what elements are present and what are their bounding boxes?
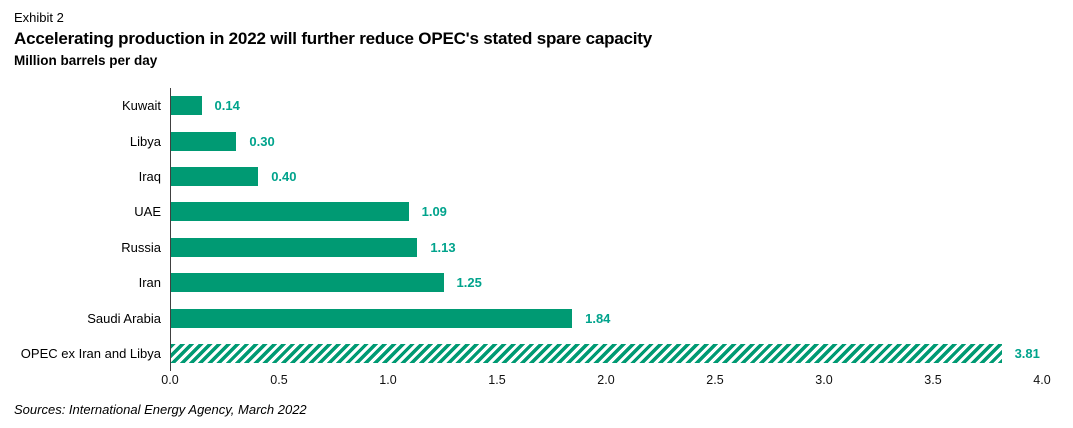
value-label: 1.09 <box>421 204 447 220</box>
bar-row: OPEC ex Iran and Libya 3.81 <box>21 336 1043 371</box>
chart-title: Accelerating production in 2022 will fur… <box>14 29 653 48</box>
bar-hatched <box>171 343 1002 363</box>
category-label: Saudi Arabia <box>87 310 161 326</box>
category-label: Kuwait <box>121 98 161 114</box>
x-tick-label: 1.5 <box>488 373 506 387</box>
chart-units-label: Million barrels per day <box>14 53 158 68</box>
bar <box>171 131 237 151</box>
bar-row: Iran 1.25 <box>139 265 1043 300</box>
value-label: 3.81 <box>1014 345 1040 361</box>
exhibit-number: Exhibit 2 <box>14 10 64 25</box>
category-label: OPEC ex Iran and Libya <box>20 345 161 361</box>
x-tick-label: 2.5 <box>706 373 724 387</box>
category-label: UAE <box>134 204 161 220</box>
x-tick-label: 3.0 <box>815 373 833 387</box>
source-note: Sources: International Energy Agency, Ma… <box>14 402 307 417</box>
bar <box>171 166 259 186</box>
bar-row: Kuwait 0.14 <box>122 88 1043 123</box>
value-label: 1.13 <box>430 239 456 255</box>
value-label: 1.84 <box>585 310 611 326</box>
x-tick-label: 2.0 <box>597 373 615 387</box>
bar-row: UAE 1.09 <box>134 194 1043 229</box>
category-label: Iran <box>138 275 161 291</box>
value-label: 0.40 <box>271 168 297 184</box>
x-tick-label: 4.0 <box>1033 373 1051 387</box>
bar <box>171 237 418 257</box>
value-label: 0.30 <box>249 133 275 149</box>
bar-row: Russia 1.13 <box>121 230 1043 265</box>
bar-row: Iraq 0.40 <box>139 159 1043 194</box>
category-label: Iraq <box>138 168 161 184</box>
bar <box>171 273 444 293</box>
bar <box>171 96 202 116</box>
category-label: Libya <box>129 133 161 149</box>
plot-area: Kuwait 0.14 Libya 0.30 Iraq 0.40 UAE 1.09 Russia… <box>21 88 1043 372</box>
value-label: 1.25 <box>456 275 482 291</box>
bar <box>171 202 409 222</box>
x-tick-label: 0.5 <box>270 373 288 387</box>
bar-row: Libya 0.30 <box>130 123 1043 158</box>
x-tick-label: 0.0 <box>161 373 179 387</box>
category-label: Russia <box>121 239 161 255</box>
x-axis: 0.0 0.5 1.0 1.5 2.0 2.5 3.0 3.5 4.0 <box>161 373 1050 389</box>
bar <box>171 308 573 328</box>
value-label: 0.14 <box>214 98 240 114</box>
x-tick-label: 3.5 <box>924 373 942 387</box>
x-tick-label: 1.0 <box>379 373 397 387</box>
bar-row: Saudi Arabia 1.84 <box>87 300 1043 335</box>
